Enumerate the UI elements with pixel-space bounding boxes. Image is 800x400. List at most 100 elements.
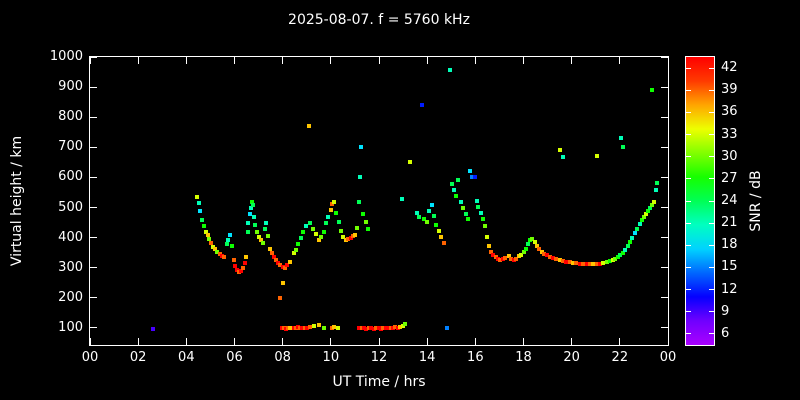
x-tick-mark <box>523 338 524 345</box>
scatter-point <box>571 260 576 265</box>
scatter-point <box>266 234 271 239</box>
scatter-point <box>642 214 647 219</box>
x-tick-label: 02 <box>129 350 147 365</box>
x-tick-mark-top <box>474 57 476 64</box>
y-tick-label: 300 <box>58 259 83 275</box>
x-tick-label: 12 <box>370 350 388 365</box>
scatter-point <box>319 235 324 240</box>
scatter-point <box>258 238 263 243</box>
y-tick-label: 900 <box>58 79 83 95</box>
x-tick-mark <box>185 338 187 345</box>
scatter-point <box>240 265 245 270</box>
scatter-point <box>639 218 644 223</box>
scatter-point <box>625 244 630 249</box>
y-tick-mark-right <box>661 56 668 58</box>
scatter-point <box>601 261 606 266</box>
scatter-point <box>581 262 586 267</box>
scatter-point <box>198 208 203 213</box>
scatter-point <box>356 199 361 204</box>
x-tick-mark <box>330 338 332 345</box>
y-tick-label: 1000 <box>49 49 83 64</box>
scatter-point <box>212 247 217 252</box>
scatter-point <box>560 154 565 159</box>
scatter-point <box>287 260 292 265</box>
scatter-point <box>217 252 222 257</box>
y-tick-mark-right <box>661 267 668 269</box>
scatter-point <box>461 205 466 210</box>
scatter-point <box>371 326 376 331</box>
y-tick-mark <box>90 146 97 148</box>
scatter-point <box>650 203 655 208</box>
scatter-point <box>537 247 542 252</box>
scatter-point <box>491 253 496 258</box>
y-tick-mark-right <box>661 146 668 148</box>
y-tick-label: 700 <box>58 139 83 155</box>
x-tick-mark-top <box>330 57 332 64</box>
x-tick-label: 00 <box>81 350 99 365</box>
scatter-point <box>564 259 569 264</box>
scatter-point <box>393 325 398 330</box>
scatter-point <box>500 256 505 261</box>
scatter-point <box>251 203 256 208</box>
scatter-point <box>222 254 227 259</box>
scatter-point <box>252 214 257 219</box>
y-tick-mark <box>90 86 97 88</box>
scatter-point <box>456 178 461 183</box>
colorbar-tick-mark-left <box>686 111 691 113</box>
x-tick-label: 06 <box>226 350 243 365</box>
scatter-point <box>532 239 537 244</box>
scatter-point <box>557 257 562 262</box>
scatter-point <box>635 226 640 231</box>
scatter-point <box>336 220 341 224</box>
x-tick-label: 14 <box>418 350 436 365</box>
scatter-point <box>253 223 258 227</box>
scatter-point <box>305 325 310 330</box>
scatter-point <box>523 247 528 252</box>
scatter-point <box>424 220 429 224</box>
colorbar-tick-mark <box>709 111 714 113</box>
scatter-point <box>434 223 439 227</box>
scatter-point <box>326 215 331 220</box>
scatter-point <box>264 221 269 226</box>
scatter-point <box>295 325 300 330</box>
x-tick-label: 22 <box>611 350 629 365</box>
y-tick-mark <box>90 176 97 178</box>
scatter-point <box>298 325 302 330</box>
scatter-point <box>560 259 565 264</box>
x-tick-mark-top <box>571 57 573 64</box>
scatter-point <box>301 230 306 235</box>
x-tick-label: 20 <box>563 350 580 365</box>
scatter-point <box>610 258 615 263</box>
scatter-point <box>228 233 233 238</box>
colorbar-tick-mark <box>709 222 714 224</box>
scatter-point <box>369 325 374 330</box>
scatter-point <box>558 148 563 153</box>
scatter-point <box>366 325 371 330</box>
colorbar-tick-mark-left <box>686 67 691 69</box>
scatter-point <box>650 88 655 93</box>
x-tick-mark <box>234 338 235 345</box>
x-tick-mark-top <box>619 57 621 64</box>
scatter-point <box>623 247 628 252</box>
scatter-point <box>476 204 481 209</box>
scatter-point <box>474 198 479 203</box>
scatter-point <box>451 188 456 193</box>
colorbar-tick-label: 30 <box>721 148 738 164</box>
y-tick-mark <box>90 267 97 269</box>
scatter-point <box>219 253 224 258</box>
x-tick-label: 10 <box>322 350 340 365</box>
scatter-point <box>648 206 653 211</box>
scatter-point <box>594 153 599 158</box>
scatter-point <box>348 235 353 240</box>
scatter-point <box>485 235 490 240</box>
scatter-point <box>247 212 252 217</box>
y-tick-mark-right <box>661 297 668 299</box>
y-axis-label: Virtual height / km <box>9 135 25 267</box>
scatter-point <box>321 229 326 234</box>
scatter-point <box>322 325 327 330</box>
colorbar-tick-mark-left <box>686 200 691 202</box>
scatter-point <box>376 325 381 330</box>
scatter-point <box>311 226 315 231</box>
scatter-point <box>567 260 572 265</box>
colorbar-tick-label: 42 <box>721 60 738 76</box>
